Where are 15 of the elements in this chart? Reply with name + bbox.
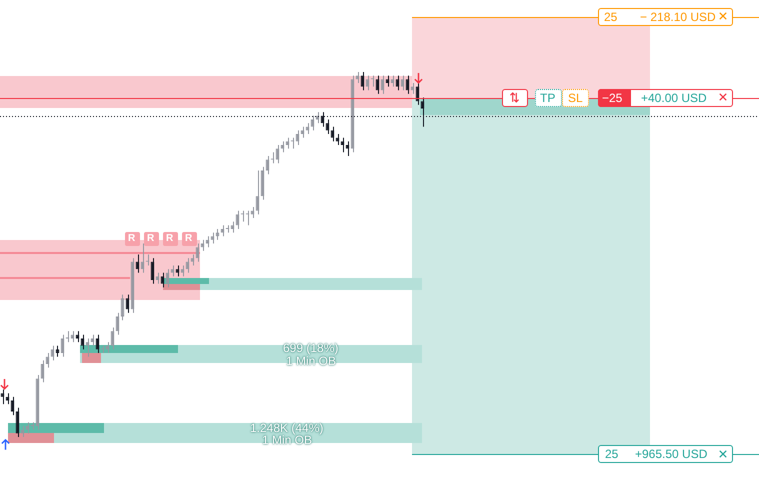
text: −25 — [602, 91, 622, 105]
annotation: R — [185, 232, 192, 246]
text: 25 — [605, 447, 618, 461]
text: TP — [540, 91, 556, 105]
text: 25 — [604, 10, 618, 24]
text: +40.00 USD — [641, 91, 707, 105]
text: − 218.10 USD — [640, 10, 716, 24]
annotation: 699 (18%) — [283, 341, 338, 355]
text: +965.50 USD — [635, 447, 708, 461]
annotation: 1 Min OB — [262, 433, 312, 447]
annotation: R — [166, 232, 174, 246]
annotation: 1.248K (44%) — [250, 421, 324, 435]
text: SL — [568, 91, 583, 105]
annotation: R — [128, 232, 136, 246]
annotation: R — [147, 232, 154, 246]
